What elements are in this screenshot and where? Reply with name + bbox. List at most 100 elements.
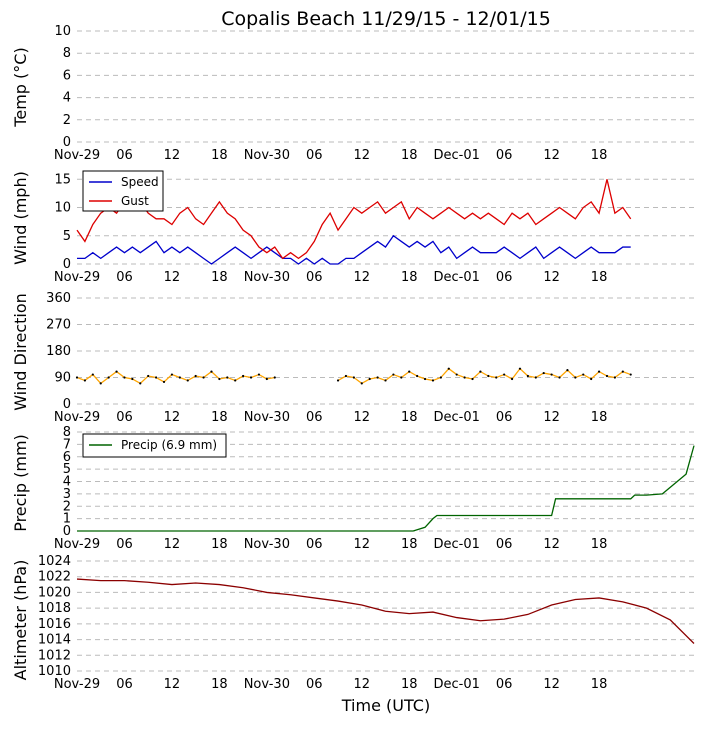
wind_direction-xtick-label: Dec-01 (433, 410, 479, 425)
altimeter-xtick-label: 06 (306, 677, 323, 692)
wind_direction-point (463, 376, 466, 379)
wind_direction-point (503, 373, 506, 376)
wind_direction-point (115, 370, 118, 373)
wind_direction-point (416, 374, 419, 378)
wind_direction-point (574, 376, 577, 379)
wind_direction-point (613, 376, 616, 379)
precip-ytick-label: 1 (63, 512, 71, 527)
wind-legend-box (82, 170, 164, 212)
altimeter-xtick-label: Nov-29 (54, 677, 100, 692)
temp-xtick-label: 06 (496, 148, 513, 163)
wind-xtick-label: 06 (116, 270, 133, 285)
wind-ytick-label: 15 (54, 172, 71, 187)
wind_direction-point (242, 374, 245, 378)
wind-xtick-label: 06 (306, 270, 323, 285)
wind-ytick-label: 0 (63, 257, 71, 272)
wind_direction-xtick-label: 12 (164, 410, 181, 425)
wind-xtick-label: Nov-29 (54, 270, 100, 285)
temp-panel: Temp (°C) 0 2 4 6 8 10 Nov-29 06 12 18 Nov-30 06 12 1… (11, 24, 694, 163)
wind_direction-point (534, 376, 537, 379)
temp-xtick-label: 12 (164, 148, 181, 163)
wind_direction-point (621, 370, 624, 373)
wind-ylabel: Wind (mph) (11, 171, 30, 265)
temp-xtick-label: 06 (116, 148, 133, 163)
wind_direction-point (479, 370, 482, 373)
wind_direction-xtick-label: 06 (496, 410, 513, 425)
temp-ytick-label: 4 (63, 91, 71, 106)
wind_direction-point (518, 367, 522, 370)
wind-series-speed-line (77, 234, 631, 265)
wind_direction-point (186, 379, 189, 382)
wind_direction-point (170, 373, 174, 376)
temp-xtick-label: 06 (306, 148, 323, 163)
precip-ytick-label: 5 (63, 462, 71, 477)
precip-series-precip-line (77, 445, 695, 532)
wind-series-gust-line (76, 179, 632, 260)
wind-xtick-label: 12 (164, 270, 181, 285)
wind_direction-point (368, 377, 371, 381)
wind_direction-point (487, 374, 490, 378)
precip-xtick-label: 12 (164, 537, 181, 552)
wind_direction-point (392, 373, 395, 376)
altimeter-plot-area (77, 561, 694, 671)
wind_direction-point (194, 374, 197, 378)
altimeter-series-altimeter-line (76, 578, 695, 644)
wind_direction-series-line (337, 367, 631, 385)
wind_direction-xtick-label: Nov-30 (244, 410, 290, 425)
wind_direction-point (265, 377, 268, 381)
wind_direction-series-line (76, 370, 275, 385)
precip-ytick-label: 0 (63, 524, 71, 539)
precip-ytick-label: 8 (63, 425, 71, 440)
legend-speed-label: Speed (121, 175, 159, 189)
precip-xtick-label: 18 (591, 537, 608, 552)
wind_direction-point (131, 377, 134, 381)
wind_direction-point (249, 376, 253, 379)
wind-ytick-label: 5 (63, 229, 71, 244)
legend-gust-label: Gust (121, 194, 149, 208)
precip-xtick-label: 12 (543, 537, 560, 552)
precip-legend-box (82, 433, 227, 458)
wind-legend: Speed Gust (82, 170, 164, 212)
wind_direction-point (495, 376, 498, 379)
wind-xtick-label: Nov-30 (244, 270, 290, 285)
precip-xtick-label: 06 (306, 537, 323, 552)
wind_direction-point (83, 379, 87, 382)
wind-direction-ylabel: Wind Direction (11, 293, 30, 411)
wind-xtick-label: 18 (401, 270, 418, 285)
altimeter-xtick-label: 12 (353, 677, 370, 692)
wind_direction-xtick-label: 12 (543, 410, 560, 425)
wind_direction-point (352, 376, 355, 379)
wind_direction-point (558, 376, 561, 379)
temp-xtick-label: Nov-30 (244, 148, 290, 163)
wind_direction-point (273, 376, 276, 379)
precip-xtick-label: Nov-29 (54, 537, 100, 552)
x-axis-label: Time (UTC) (341, 696, 430, 715)
precip-ytick-label: 6 (63, 450, 71, 465)
temp-xtick-label: Nov-29 (54, 148, 100, 163)
wind_direction-point (234, 379, 237, 382)
wind_direction-point (226, 376, 229, 379)
wind_direction-point (210, 370, 213, 373)
precip-ytick-label: 7 (63, 437, 71, 452)
precip-xtick-label: 06 (496, 537, 513, 552)
wind_direction-point (629, 373, 632, 376)
wind-ytick-label: 10 (54, 201, 71, 216)
precip-ytick-label: 3 (63, 487, 71, 502)
altimeter-ytick-label: 1016 (38, 617, 71, 632)
altimeter-ytick-label: 1024 (38, 554, 71, 569)
wind_direction-point (344, 374, 348, 378)
wind_direction-xtick-label: 12 (353, 410, 370, 425)
wind_direction-point (99, 382, 102, 385)
wind_direction-ytick-label: 360 (46, 291, 71, 306)
wind-xtick-label: 12 (543, 270, 560, 285)
precip-ylabel: Precip (mm) (11, 434, 30, 532)
altimeter-xtick-label: Nov-30 (244, 677, 290, 692)
temp-xtick-label: 12 (543, 148, 560, 163)
temp-xtick-label: 18 (591, 148, 608, 163)
wind_direction-point (218, 377, 221, 381)
wind_direction-point (360, 382, 363, 385)
precip-xtick-label: Dec-01 (433, 537, 479, 552)
